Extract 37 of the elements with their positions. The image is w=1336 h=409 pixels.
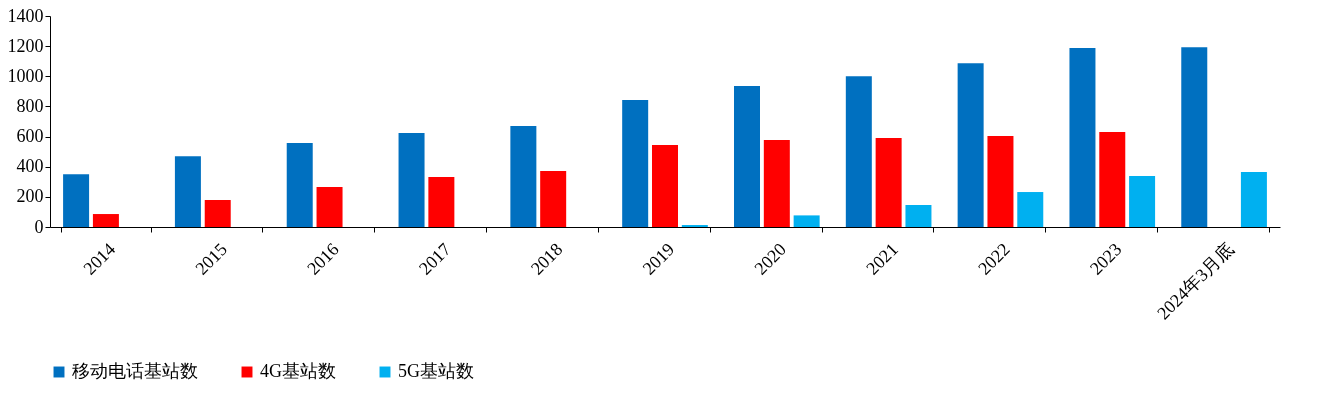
y-tick-label: 200: [16, 186, 44, 207]
bar: [763, 140, 790, 227]
bar: [987, 136, 1014, 227]
bar: [793, 215, 820, 227]
bar: [286, 143, 313, 227]
bar: [398, 133, 425, 227]
bar: [1099, 132, 1126, 227]
bar: [428, 177, 455, 227]
y-tick-label: 1200: [7, 35, 44, 56]
bar: [510, 126, 537, 227]
legend-label: 移动电话基站数: [72, 361, 198, 381]
legend-label: 5G基站数: [398, 361, 474, 381]
y-tick-label: 800: [16, 95, 44, 116]
bar: [63, 174, 90, 227]
y-tick-label: 600: [16, 126, 44, 147]
bar: [1017, 192, 1044, 227]
y-tick-label: 0: [34, 216, 44, 237]
legend-label: 4G基站数: [260, 361, 336, 381]
bar: [92, 214, 119, 227]
y-tick-label: 1000: [7, 65, 44, 86]
bar: [174, 156, 201, 227]
bar: [652, 145, 678, 227]
bar: [734, 86, 760, 227]
bar: [1181, 47, 1208, 227]
y-tick-label: 1400: [7, 5, 44, 26]
bar: [1129, 176, 1156, 227]
bar: [204, 200, 231, 227]
bar: [622, 100, 649, 227]
bar: [905, 205, 932, 227]
bar: [1069, 48, 1096, 227]
bar: [957, 63, 984, 227]
bar: [1240, 171, 1267, 227]
bar: [540, 171, 567, 227]
y-tick-label: 400: [16, 156, 44, 177]
bar: [316, 187, 343, 227]
bar: [875, 138, 902, 227]
bar: [845, 76, 872, 227]
